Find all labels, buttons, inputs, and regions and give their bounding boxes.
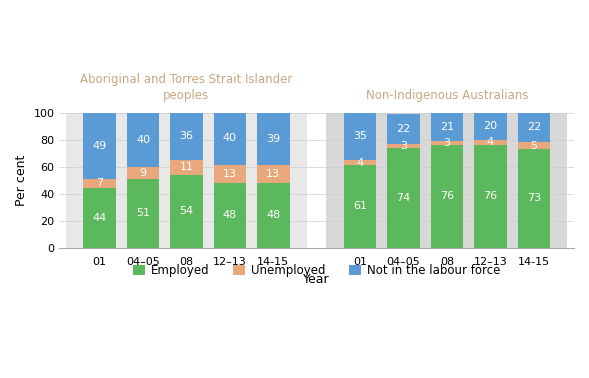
Text: 48: 48 — [223, 210, 237, 220]
Text: 3: 3 — [400, 141, 407, 151]
Bar — [518, 149, 550, 248]
Bar — [214, 111, 246, 165]
Bar — [257, 165, 290, 183]
Text: 76: 76 — [484, 191, 498, 201]
Bar — [127, 179, 159, 248]
Text: 11: 11 — [180, 162, 193, 172]
Bar — [326, 113, 567, 248]
Bar — [214, 183, 246, 248]
Text: 7: 7 — [96, 178, 103, 189]
Bar — [344, 165, 376, 248]
Bar — [431, 113, 464, 141]
Text: 22: 22 — [527, 122, 541, 132]
Text: 22: 22 — [396, 124, 411, 134]
Bar — [388, 114, 420, 144]
Bar — [83, 179, 116, 188]
Text: 76: 76 — [440, 191, 454, 201]
Text: 73: 73 — [527, 193, 541, 203]
Text: Aboriginal and Torres Strait Islander
peoples: Aboriginal and Torres Strait Islander pe… — [80, 73, 293, 102]
Text: 51: 51 — [136, 208, 150, 218]
Bar — [388, 144, 420, 148]
Bar — [388, 148, 420, 248]
Text: 4: 4 — [487, 137, 494, 147]
Bar — [518, 143, 550, 149]
Bar — [344, 160, 376, 165]
Bar — [83, 188, 116, 248]
Bar — [257, 183, 290, 248]
Bar — [83, 113, 116, 179]
Bar — [66, 113, 307, 248]
Text: 36: 36 — [180, 130, 193, 141]
Legend: Employed, Unemployed, Not in the labour force: Employed, Unemployed, Not in the labour … — [128, 260, 505, 282]
Text: 74: 74 — [396, 193, 411, 203]
Text: 61: 61 — [353, 201, 367, 211]
Text: 54: 54 — [180, 206, 194, 216]
Bar — [127, 113, 159, 167]
Bar — [170, 111, 203, 160]
Text: 9: 9 — [140, 168, 147, 178]
Text: 5: 5 — [530, 141, 537, 151]
Bar — [257, 113, 290, 165]
Text: 20: 20 — [484, 121, 498, 131]
Bar — [214, 165, 246, 183]
Bar — [474, 139, 507, 145]
Y-axis label: Per cent: Per cent — [15, 155, 28, 206]
X-axis label: Year: Year — [303, 273, 330, 286]
Bar — [518, 113, 550, 143]
Text: 4: 4 — [356, 158, 363, 167]
Bar — [170, 160, 203, 175]
Text: 39: 39 — [266, 134, 280, 144]
Bar — [344, 113, 376, 160]
Bar — [474, 145, 507, 248]
Text: Non-Indigenous Australians: Non-Indigenous Australians — [366, 89, 528, 102]
Bar — [431, 141, 464, 145]
Text: 49: 49 — [92, 141, 107, 151]
Text: 3: 3 — [444, 138, 451, 148]
Bar — [431, 145, 464, 248]
Bar — [170, 175, 203, 248]
Text: 40: 40 — [223, 133, 237, 143]
Text: 48: 48 — [266, 210, 280, 220]
Text: 13: 13 — [223, 169, 237, 179]
Bar — [474, 113, 507, 139]
Text: 35: 35 — [353, 131, 367, 141]
Text: 21: 21 — [440, 122, 454, 132]
Text: 13: 13 — [266, 169, 280, 179]
Bar — [127, 167, 159, 179]
Text: 44: 44 — [92, 213, 107, 223]
Text: 40: 40 — [136, 135, 150, 145]
